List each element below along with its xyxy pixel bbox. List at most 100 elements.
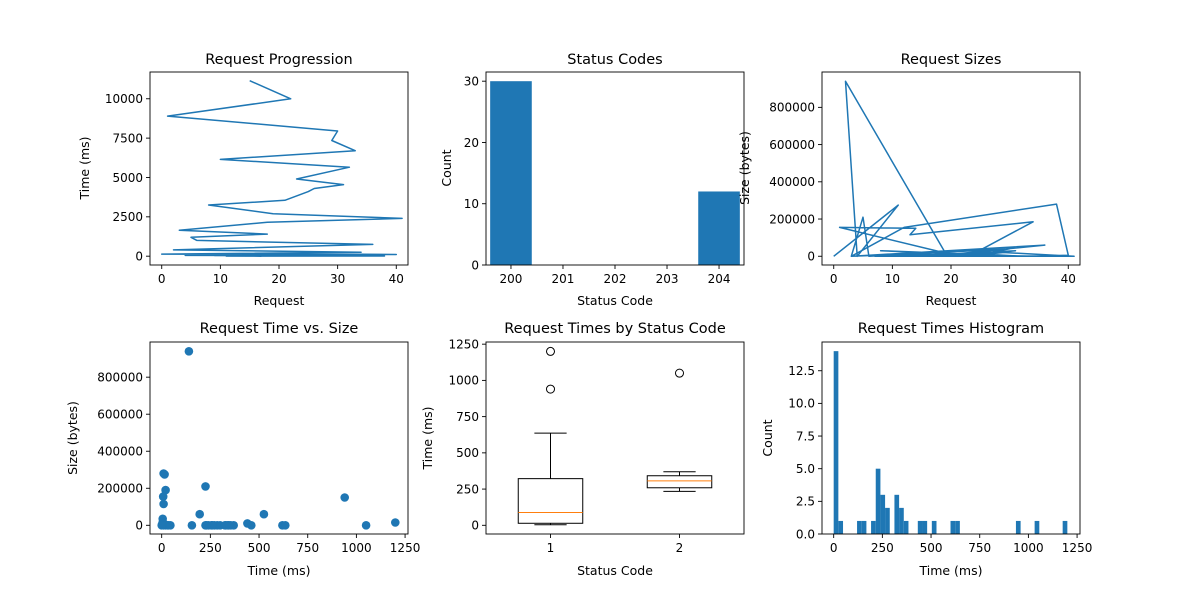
y-tick-label: 200000: [97, 482, 143, 496]
outlier-point: [675, 368, 684, 378]
x-tick-label: 250: [199, 541, 222, 555]
plot-area: [490, 81, 740, 265]
axes-frame: [485, 341, 745, 535]
bar-204: [698, 191, 740, 265]
plot-area: [517, 346, 713, 526]
y-tick-label: 600000: [769, 138, 815, 152]
x-tick-label: 250: [871, 541, 894, 555]
axes-frame: [821, 341, 1081, 535]
histogram-bin: [1034, 520, 1040, 534]
y-tick-label: 7.5: [796, 429, 815, 443]
box-iqr: [517, 478, 584, 524]
y-tick-label: 1250: [448, 337, 479, 351]
series-line: [160, 80, 403, 257]
x-tick-label: 750: [968, 541, 991, 555]
y-tick-label: 250: [456, 482, 479, 496]
x-tick-label: 10: [885, 272, 900, 286]
histogram-bin: [899, 507, 904, 534]
x-tick-label: 0: [830, 272, 838, 286]
outlier-point: [546, 346, 555, 356]
x-axis-label: Status Code: [577, 563, 653, 578]
boxplot-2: [646, 368, 713, 492]
y-tick-label: 10: [464, 197, 479, 211]
y-tick-label: 5000: [112, 171, 143, 185]
y-tick-label: 30: [464, 74, 479, 88]
y-tick-label: 400000: [97, 445, 143, 459]
x-tick-label: 500: [248, 541, 271, 555]
histogram-bin: [880, 494, 886, 534]
y-tick-label: 5.0: [796, 462, 815, 476]
histogram-bin: [833, 351, 839, 534]
scatter-point: [157, 521, 166, 530]
axes-frame: [149, 341, 409, 535]
scatter-point: [187, 521, 197, 530]
x-tick-label: 40: [1061, 272, 1076, 286]
histogram-bin: [903, 520, 909, 534]
y-tick-label: 1000: [448, 374, 479, 388]
y-tick-label: 10.0: [788, 397, 815, 411]
x-tick-label: 1250: [1062, 541, 1093, 555]
histogram-bin: [838, 520, 844, 534]
x-tick-label: 1: [547, 541, 555, 555]
y-tick-label: 200000: [769, 212, 815, 226]
x-tick-label: 1250: [390, 541, 421, 555]
y-tick-label: 0: [471, 519, 479, 533]
scatter-point: [161, 485, 170, 495]
chart-request-progression: Request Progression Request Time (ms) 0 1…: [77, 52, 409, 308]
chart-times-histogram: Request Times Histogram Time (ms) Count …: [760, 321, 1092, 578]
x-tick-label: 203: [656, 272, 679, 286]
histogram-bin: [950, 520, 956, 534]
scatter-point: [247, 521, 256, 530]
y-axis-label: Count: [760, 419, 775, 456]
y-tick-label: 750: [456, 410, 479, 424]
y-tick-label: 2500: [112, 210, 143, 224]
chart-title: Request Time vs. Size: [200, 321, 359, 337]
histogram-bin: [955, 520, 960, 534]
x-axis-label: Time (ms): [246, 563, 310, 578]
x-axis-label: Request: [926, 293, 977, 308]
scatter-point: [158, 492, 168, 501]
chart-title: Request Times by Status Code: [504, 321, 726, 337]
y-tick-label: 7500: [112, 131, 143, 145]
histogram-bin: [875, 468, 881, 534]
histogram-bin: [861, 520, 867, 534]
x-tick-label: 0: [830, 541, 838, 555]
y-tick-label: 0: [471, 258, 479, 272]
histogram-bin: [1062, 520, 1068, 534]
x-tick-label: 201: [552, 272, 575, 286]
y-axis-label: Time (ms): [420, 406, 435, 470]
scatter-point: [259, 509, 269, 519]
histogram-bin: [1015, 520, 1021, 534]
y-axis-label: Count: [439, 149, 454, 186]
chart-times-by-status: Request Times by Status Code Status Code…: [420, 321, 745, 578]
bar-200: [490, 81, 532, 265]
histogram-bin: [931, 520, 937, 534]
x-tick-label: 0: [158, 541, 166, 555]
histogram-bin: [917, 520, 923, 534]
chart-title: Status Codes: [567, 52, 663, 68]
y-axis-label: Size (bytes): [737, 131, 752, 205]
chart-title: Request Progression: [205, 52, 352, 68]
y-tick-label: 10000: [105, 92, 143, 106]
chart-request-sizes: Request Sizes Request Size (bytes) 0 10 20…: [737, 52, 1081, 308]
plot-area: [833, 80, 1075, 258]
boxplot-1: [517, 346, 584, 526]
scatter-point: [159, 499, 168, 509]
histogram-bin: [922, 520, 928, 534]
box-iqr: [646, 475, 713, 489]
x-tick-label: 40: [389, 272, 404, 286]
y-tick-label: 0: [135, 249, 143, 263]
scatter-point: [160, 470, 169, 479]
x-tick-label: 30: [330, 272, 345, 286]
histogram-bin: [857, 520, 862, 534]
series-line: [833, 80, 1075, 258]
y-tick-label: 800000: [97, 370, 143, 384]
y-tick-label: 12.5: [788, 364, 815, 378]
x-tick-label: 20: [943, 272, 958, 286]
x-tick-label: 10: [213, 272, 228, 286]
y-tick-label: 2.5: [796, 495, 815, 509]
chart-title: Request Times Histogram: [858, 321, 1044, 337]
x-tick-label: 204: [708, 272, 731, 286]
scatter-point: [201, 482, 210, 491]
